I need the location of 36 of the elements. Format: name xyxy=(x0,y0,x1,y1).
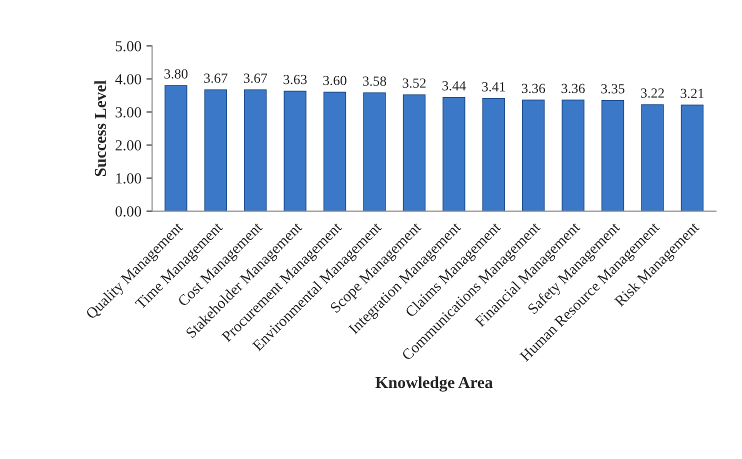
y-tick-label: 2.00 xyxy=(116,140,142,151)
y-axis-title: Success Level xyxy=(94,80,106,176)
data-label: 3.52 xyxy=(402,78,426,88)
data-label: 3.22 xyxy=(641,88,664,98)
data-label: 3.41 xyxy=(482,82,505,92)
y-tick-label: 5.00 xyxy=(116,41,142,52)
data-label: 3.67 xyxy=(244,74,268,83)
bar xyxy=(284,90,306,212)
y-tick-label: 3.00 xyxy=(116,107,142,118)
data-label: 3.60 xyxy=(323,76,346,86)
data-label: 3.58 xyxy=(363,76,386,86)
bar xyxy=(204,89,227,212)
bar xyxy=(562,100,584,212)
bar xyxy=(522,100,545,212)
bar xyxy=(323,92,346,212)
bar xyxy=(482,98,505,212)
y-tick-label: 1.00 xyxy=(116,173,142,184)
data-label: 3.80 xyxy=(164,69,188,79)
bar xyxy=(442,97,466,212)
bar xyxy=(164,85,188,212)
bar xyxy=(244,89,267,212)
bar xyxy=(363,92,386,212)
data-label: 3.63 xyxy=(284,74,307,84)
bar xyxy=(402,94,426,212)
x-axis-title: Knowledge Area xyxy=(375,376,493,392)
bar xyxy=(680,104,704,212)
data-label: 3.36 xyxy=(522,84,546,94)
bar xyxy=(601,100,624,212)
data-label: 3.36 xyxy=(562,84,585,94)
y-tick-label: 4.00 xyxy=(115,74,142,84)
bar xyxy=(641,104,664,212)
data-label: 3.67 xyxy=(204,74,228,83)
y-tick-label: 0.00 xyxy=(116,206,142,217)
data-label: 3.35 xyxy=(601,84,624,94)
data-label: 3.44 xyxy=(442,81,466,91)
data-label: 3.21 xyxy=(680,88,704,98)
